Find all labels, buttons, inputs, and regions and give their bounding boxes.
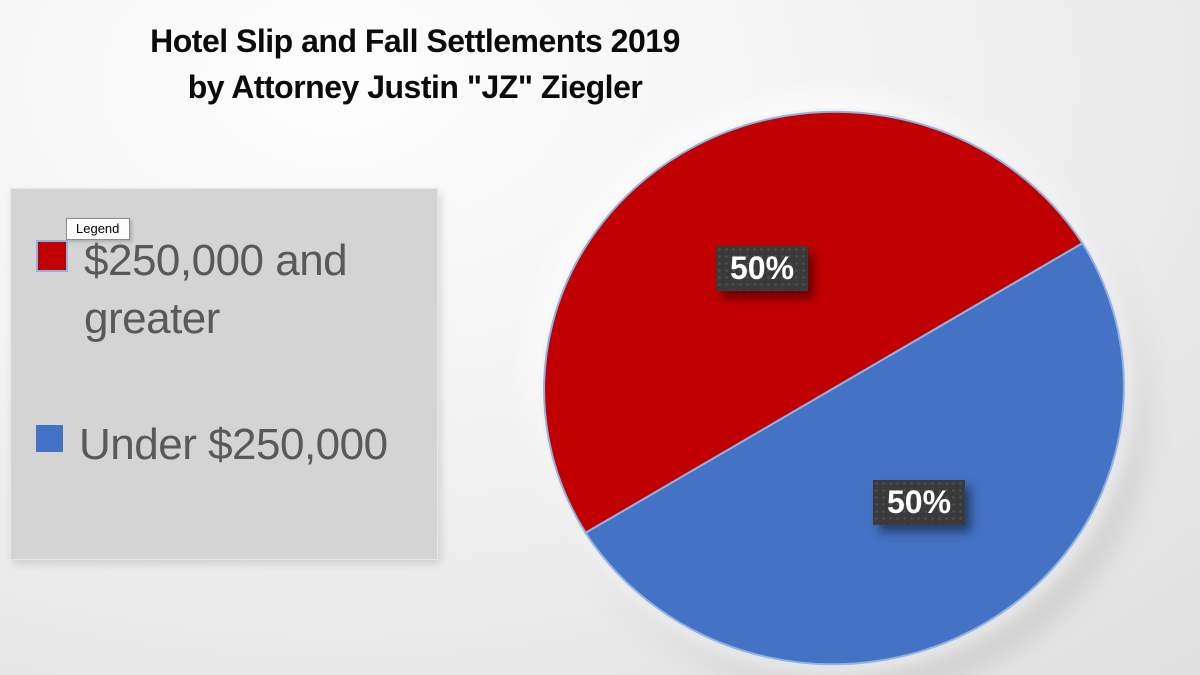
legend-swatch-red[interactable] (36, 240, 68, 272)
pie-slice-250k-and-greater[interactable] (543, 110, 1084, 535)
chart-title-line-1: Hotel Slip and Fall Settlements 2019 (150, 23, 680, 59)
legend-item-250k-and-greater[interactable]: $250,000 and greater (36, 232, 394, 348)
pie-svg (543, 110, 1125, 666)
legend-label-250k-and-greater: $250,000 and greater (84, 236, 348, 343)
pie-slice-under-250k[interactable] (584, 241, 1125, 666)
data-label-250k-and-greater[interactable]: 50% (716, 246, 809, 291)
pie-chart: 50% 50% (540, 108, 1128, 668)
legend-tooltip: Legend (66, 218, 131, 240)
legend-label-under-250k: Under $250,000 (79, 420, 388, 469)
chart-title-line-2: by Attorney Justin "JZ" Ziegler (187, 69, 643, 105)
data-label-under-250k[interactable]: 50% (873, 480, 966, 525)
legend-item-under-250k[interactable]: Under $250,000 (36, 416, 388, 474)
chart-title: Hotel Slip and Fall Settlements 2019 by … (75, 18, 755, 110)
legend-panel[interactable]: $250,000 and greater Under $250,000 (10, 188, 438, 560)
legend-swatch-blue[interactable] (36, 425, 63, 452)
